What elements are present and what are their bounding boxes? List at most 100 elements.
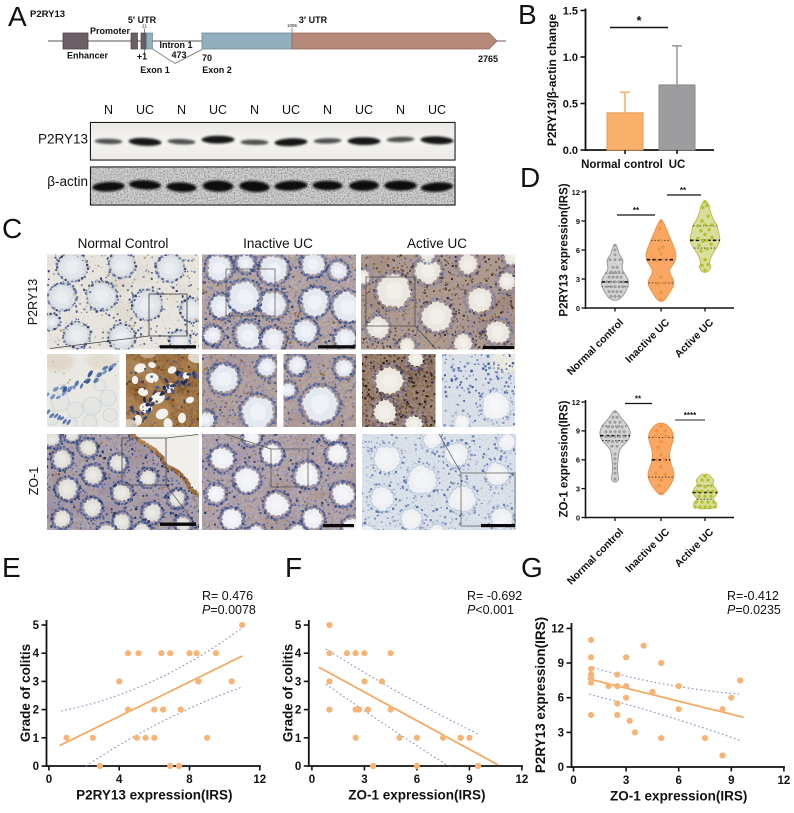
svg-text:**: ** [633,206,640,215]
svg-text:12: 12 [516,774,529,786]
svg-text:12: 12 [778,775,791,787]
svg-text:4: 4 [295,648,302,660]
svg-text:0: 0 [33,761,39,773]
svg-text:70: 70 [202,53,212,63]
svg-text:12: 12 [551,623,564,635]
svg-text:UC: UC [355,103,373,117]
svg-text:21: 21 [142,24,148,29]
svg-text:P=0.0235: P=0.0235 [727,603,781,617]
svg-text:0: 0 [46,774,52,786]
svg-text:2: 2 [33,705,39,717]
svg-text:6: 6 [558,693,564,705]
svg-text:Promoter: Promoter [90,26,131,36]
svg-text:1.0: 1.0 [563,52,578,64]
svg-text:P2RY13: P2RY13 [30,9,65,20]
svg-text:A: A [8,1,27,32]
svg-text:3: 3 [558,727,564,739]
svg-text:0.5: 0.5 [563,99,578,111]
svg-text:P2RY13 expression(IRS): P2RY13 expression(IRS) [76,788,232,803]
svg-text:9: 9 [576,427,580,436]
svg-text:1: 1 [295,733,302,745]
svg-text:R=-0.412: R=-0.412 [727,589,779,603]
svg-text:Exon 2: Exon 2 [202,65,232,75]
svg-text:Exon 1: Exon 1 [140,65,170,75]
svg-text:P=0.0078: P=0.0078 [202,603,256,617]
svg-text:9: 9 [728,775,734,787]
svg-text:G: G [521,552,543,583]
svg-text:F: F [285,552,302,583]
svg-text:9: 9 [466,774,472,786]
svg-text:0.0: 0.0 [563,145,578,157]
svg-text:β-actin: β-actin [47,174,88,189]
svg-text:0: 0 [558,762,564,774]
svg-text:R= -0.692: R= -0.692 [467,589,522,603]
svg-text:P<0.001: P<0.001 [467,603,514,617]
svg-text:0: 0 [295,761,301,773]
svg-text:3: 3 [576,275,580,284]
svg-text:****: **** [684,411,697,420]
svg-text:6: 6 [576,246,580,255]
svg-text:1.5: 1.5 [563,6,578,18]
svg-text:ZO-1 expression(IRS): ZO-1 expression(IRS) [610,789,747,804]
svg-text:UC: UC [209,103,227,117]
svg-text:2: 2 [295,705,301,717]
svg-text:12: 12 [253,774,266,786]
svg-text:Normal control: Normal control [581,159,663,171]
svg-text:Grade of colitis: Grade of colitis [18,644,33,742]
svg-text:1096: 1096 [287,23,298,28]
svg-text:N: N [396,103,405,117]
svg-text:4: 4 [116,774,123,786]
svg-text:9: 9 [558,658,564,670]
svg-text:P2RY13: P2RY13 [26,279,40,325]
svg-text:Enhancer: Enhancer [67,51,109,61]
svg-text:12: 12 [572,188,580,197]
svg-text:0: 0 [576,513,580,522]
svg-text:3′ UTR: 3′ UTR [299,15,328,25]
svg-text:0: 0 [570,775,576,787]
svg-text:5: 5 [33,620,40,632]
svg-text:1: 1 [33,733,40,745]
svg-text:ZO-1 expression(IRS): ZO-1 expression(IRS) [559,400,571,517]
svg-text:P2RY13: P2RY13 [38,132,88,147]
svg-text:Inactive UC: Inactive UC [243,236,313,251]
svg-text:3: 3 [576,484,580,493]
svg-text:Grade of colitis: Grade of colitis [280,644,295,742]
svg-text:R= 0.476: R= 0.476 [202,589,253,603]
svg-text:N: N [323,103,332,117]
svg-text:0: 0 [576,304,580,313]
svg-text:*: * [636,13,642,28]
svg-text:C: C [2,213,22,244]
svg-text:Active UC: Active UC [407,236,467,251]
svg-text:2765: 2765 [478,54,498,64]
svg-text:ZO-1: ZO-1 [27,467,41,496]
svg-text:ZO-1 expression(IRS): ZO-1 expression(IRS) [348,788,485,803]
svg-text:E: E [2,552,21,583]
svg-text:N: N [177,103,186,117]
svg-text:UC: UC [669,159,686,171]
svg-text:5: 5 [295,620,302,632]
svg-text:3: 3 [295,676,301,688]
svg-text:5′ UTR: 5′ UTR [128,15,157,25]
svg-text:UC: UC [282,103,300,117]
svg-text:9: 9 [576,217,580,226]
svg-text:UC: UC [428,103,446,117]
svg-text:D: D [520,162,540,193]
svg-text:+1: +1 [137,52,147,62]
svg-text:6: 6 [414,774,420,786]
svg-text:3: 3 [33,676,39,688]
svg-text:B: B [518,0,537,30]
svg-text:473: 473 [171,50,186,60]
svg-text:0: 0 [309,774,315,786]
svg-text:P2RY13 expression(IRS): P2RY13 expression(IRS) [533,617,548,773]
svg-text:**: ** [635,395,642,404]
svg-text:**: ** [680,186,687,195]
svg-text:N: N [250,103,259,117]
svg-text:Normal Control: Normal Control [78,236,169,251]
svg-text:P2RY13/β-actin change: P2RY13/β-actin change [545,14,559,147]
svg-text:3: 3 [623,775,629,787]
svg-text:6: 6 [675,775,681,787]
svg-text:Intron 1: Intron 1 [160,40,193,50]
svg-text:8: 8 [186,774,193,786]
svg-text:12: 12 [572,398,580,407]
svg-text:UC: UC [136,103,154,117]
